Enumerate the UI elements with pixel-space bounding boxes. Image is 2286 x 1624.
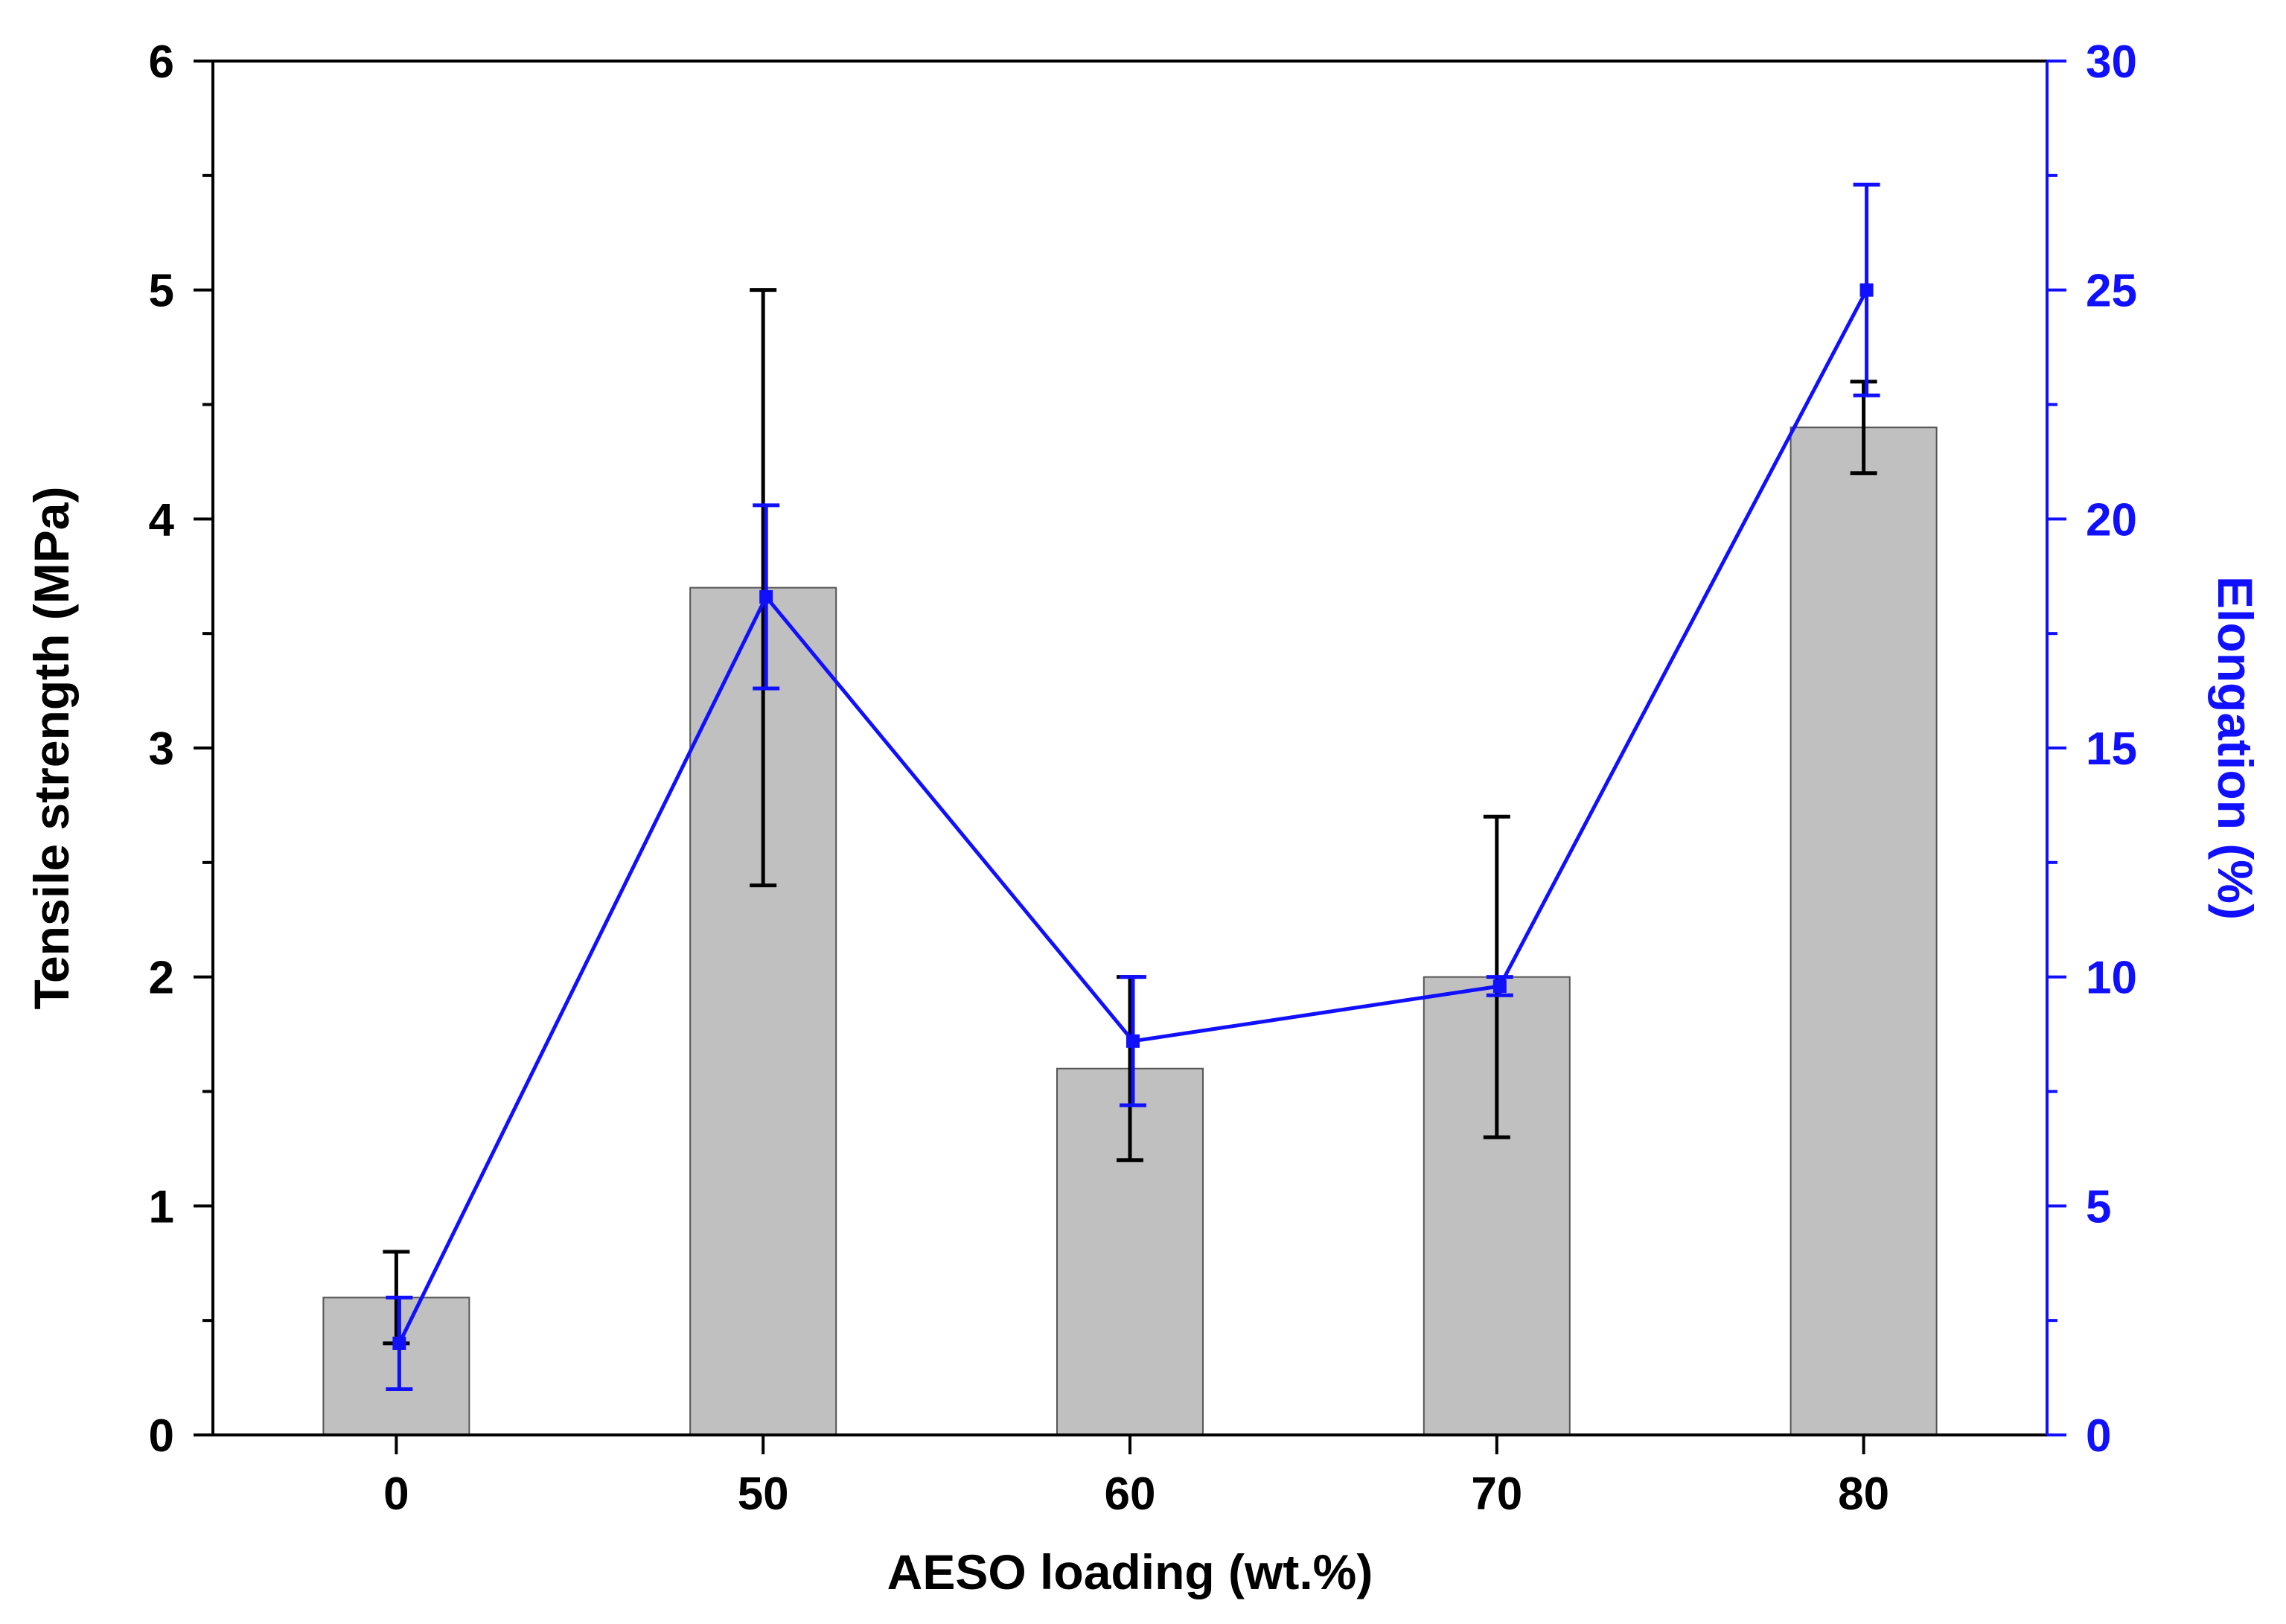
elongation-point-50 [759,589,773,604]
x-axis-title: AESO loading (wt.%) [887,1544,1373,1599]
left-tick-label: 2 [149,953,174,1004]
left-tick-label: 0 [149,1410,174,1462]
right-tick-label: 15 [2086,723,2137,775]
left-tick-label: 5 [149,266,174,317]
left-tick-label: 1 [149,1181,174,1233]
right-axis-title: Elongation (%) [2208,576,2263,920]
left-tick-label: 4 [149,494,175,546]
x-tick-label: 60 [1105,1468,1156,1520]
right-tick-label: 0 [2086,1410,2111,1462]
x-tick-label: 70 [1471,1468,1522,1520]
elongation-point-60 [1126,1034,1140,1048]
bars-layer [322,426,1938,1436]
x-tick-label: 80 [1838,1468,1889,1520]
right-tick-label: 20 [2086,494,2137,546]
left-tick-label: 6 [149,36,174,88]
right-tick-label: 25 [2086,266,2137,317]
x-tick-label: 50 [738,1468,789,1520]
right-tick-label: 10 [2086,953,2137,1004]
right-tick-label: 30 [2086,36,2137,88]
elongation-point-70 [1492,979,1507,993]
right-tick-label: 5 [2086,1181,2111,1233]
elongation-line-layer [386,182,1880,1391]
bar-80 [1789,426,1938,1436]
left-tick-label: 3 [149,723,174,775]
elongation-point-80 [1859,283,1874,297]
elongation-point-0 [392,1336,406,1350]
x-tick-label: 0 [383,1468,409,1520]
left-axis-title: Tensile strength (MPa) [24,487,79,1010]
